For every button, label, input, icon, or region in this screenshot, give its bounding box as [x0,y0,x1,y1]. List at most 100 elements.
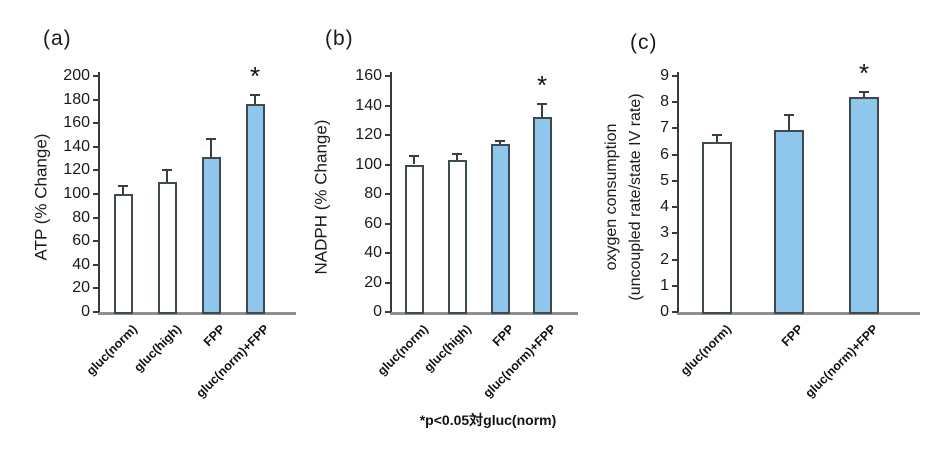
y-tick [385,222,391,225]
y-tick-label: 140 [355,96,382,114]
y-axis-label: NADPH (% Change) [309,120,334,275]
y-tick-label: 80 [72,208,90,226]
y-tick [385,75,391,77]
error-bar-stem [788,115,790,130]
panel-label-b: (b) [325,27,354,50]
y-tick [93,240,99,243]
y-tick-label: 9 [660,67,669,84]
y-tick-label: 0 [660,303,669,320]
y-tick-label: 6 [660,145,669,163]
y-axis-line [390,72,392,312]
y-tick-label: 40 [72,255,90,273]
y-tick-label: 160 [63,114,90,132]
error-bar-cap [784,114,794,117]
bar [113,194,133,314]
bar [447,160,467,314]
y-tick [93,193,99,195]
y-tick [385,311,391,313]
y-tick [672,127,678,130]
y-axis-label-line: oxygen consumption [603,123,620,271]
bar [201,157,221,314]
x-tick-label: FPP [778,322,806,350]
error-bar-stem [716,135,718,142]
bar [404,164,424,314]
y-tick-label: 8 [660,93,669,111]
y-tick-label: 7 [660,119,669,137]
y-tick-label: 5 [660,171,669,189]
x-axis-line [98,312,296,315]
y-tick [93,122,99,125]
y-tick [672,258,678,261]
error-bar-stem [541,104,543,118]
y-tick [672,206,678,209]
y-tick-label: 40 [364,244,382,261]
y-tick-label: 180 [63,90,90,108]
y-tick-label: 100 [63,185,90,202]
y-tick-label: 2 [660,250,669,268]
y-tick [385,252,391,254]
y-tick [385,281,391,284]
error-bar-cap [118,184,128,187]
y-tick [93,216,99,219]
error-bar-cap [250,93,260,96]
error-bar-cap [452,153,462,156]
y-tick-label: 3 [660,224,669,242]
x-tick-label: gluc(norm) [677,322,734,379]
y-tick-label: 200 [63,67,90,84]
bar [702,141,732,314]
y-tick-label: 160 [355,67,382,84]
y-tick [93,311,99,313]
bar [849,96,879,314]
error-bar-cap [409,154,419,157]
significance-star: * [536,70,548,101]
y-tick-label: 20 [364,273,382,291]
bar [532,117,552,314]
caption: *p<0.05対gluc(norm) [419,412,557,428]
error-bar-cap [859,90,869,93]
significance-star: * [249,60,261,91]
y-tick-label: 120 [63,161,90,179]
error-bar-stem [122,185,124,194]
error-bar-stem [456,154,458,161]
y-tick [93,145,99,148]
error-bar-cap [537,103,547,106]
bar [490,143,510,314]
y-tick-label: 0 [81,303,90,320]
error-bar-cap [495,139,505,142]
y-tick [672,284,678,287]
bar [245,104,265,314]
y-axis-line [98,72,100,312]
y-tick-label: 140 [63,137,90,155]
y-axis-line [677,72,679,312]
x-axis-line [390,312,578,315]
y-tick-label: 80 [364,185,382,202]
y-tick [672,232,678,235]
error-bar-stem [254,94,256,105]
y-tick [93,287,99,290]
panel-label-c: (c) [630,31,658,54]
bar [774,129,804,314]
y-tick-label: 0 [373,303,382,320]
y-tick-label: 60 [364,214,382,232]
y-tick [385,193,391,195]
error-bar-stem [863,91,865,97]
y-tick [672,179,678,182]
y-tick-label: 100 [355,155,382,173]
panel-label-a: (a) [43,27,72,50]
error-bar-stem [413,155,415,165]
y-tick [93,169,99,172]
error-bar-cap [712,134,722,136]
y-tick [385,104,391,107]
error-bar-stem [499,140,501,144]
y-tick [672,75,678,77]
significance-star: * [858,57,870,88]
y-tick-label: 4 [660,198,669,216]
y-tick [672,101,678,104]
y-tick [672,153,678,156]
y-tick [93,75,99,77]
y-tick [93,98,99,101]
y-tick-label: 20 [72,279,90,297]
error-bar-stem [166,170,168,183]
error-bar-cap [206,137,216,140]
